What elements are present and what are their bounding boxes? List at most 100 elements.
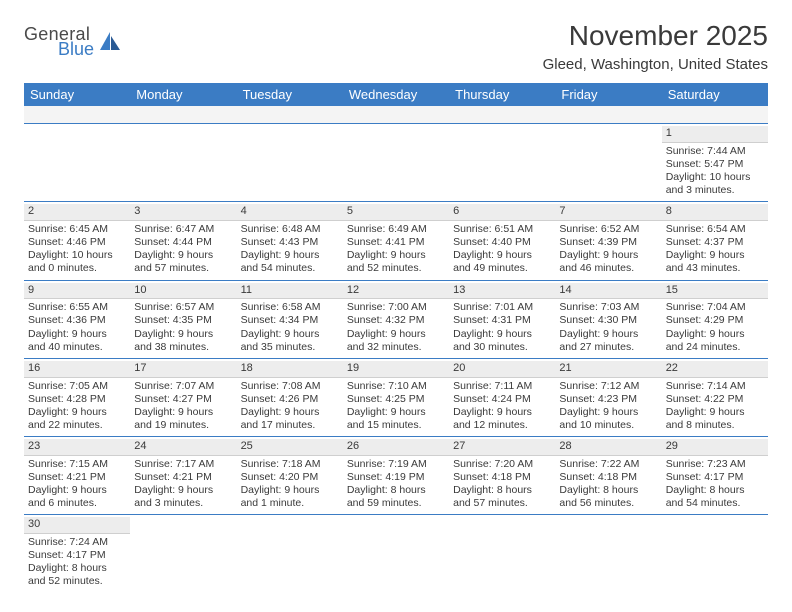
day-cell-empty (237, 124, 343, 201)
daylight: Daylight: 9 hours and 57 minutes. (134, 249, 232, 275)
day-cell: 11Sunrise: 6:58 AMSunset: 4:34 PMDayligh… (237, 281, 343, 358)
sunrise: Sunrise: 6:55 AM (28, 301, 126, 314)
sunset: Sunset: 4:21 PM (28, 471, 126, 484)
day-number: 7 (555, 204, 661, 221)
dow-cell: Monday (130, 83, 236, 106)
day-content: Sunrise: 7:14 AMSunset: 4:22 PMDaylight:… (666, 380, 764, 433)
daylight: Daylight: 9 hours and 35 minutes. (241, 328, 339, 354)
daylight: Daylight: 9 hours and 15 minutes. (347, 406, 445, 432)
daylight: Daylight: 9 hours and 43 minutes. (666, 249, 764, 275)
dow-cell: Saturday (662, 83, 768, 106)
daylight: Daylight: 9 hours and 10 minutes. (559, 406, 657, 432)
day-content: Sunrise: 7:08 AMSunset: 4:26 PMDaylight:… (241, 380, 339, 433)
sunset: Sunset: 4:36 PM (28, 314, 126, 327)
daylight: Daylight: 9 hours and 17 minutes. (241, 406, 339, 432)
spacer-row (24, 106, 768, 124)
sunrise: Sunrise: 6:47 AM (134, 223, 232, 236)
day-content: Sunrise: 7:17 AMSunset: 4:21 PMDaylight:… (134, 458, 232, 511)
sunset: Sunset: 4:31 PM (453, 314, 551, 327)
day-cell: 5Sunrise: 6:49 AMSunset: 4:41 PMDaylight… (343, 202, 449, 279)
day-cell: 14Sunrise: 7:03 AMSunset: 4:30 PMDayligh… (555, 281, 661, 358)
sunrise: Sunrise: 7:15 AM (28, 458, 126, 471)
daylight: Daylight: 9 hours and 46 minutes. (559, 249, 657, 275)
day-number: 23 (24, 439, 130, 456)
day-cell-empty (237, 515, 343, 592)
day-content: Sunrise: 7:00 AMSunset: 4:32 PMDaylight:… (347, 301, 445, 354)
day-cell-empty (449, 515, 555, 592)
day-cell: 12Sunrise: 7:00 AMSunset: 4:32 PMDayligh… (343, 281, 449, 358)
sunset: Sunset: 4:43 PM (241, 236, 339, 249)
sunrise: Sunrise: 6:51 AM (453, 223, 551, 236)
dow-cell: Thursday (449, 83, 555, 106)
week-row: 1Sunrise: 7:44 AMSunset: 5:47 PMDaylight… (24, 124, 768, 202)
day-cell: 4Sunrise: 6:48 AMSunset: 4:43 PMDaylight… (237, 202, 343, 279)
day-content: Sunrise: 7:44 AMSunset: 5:47 PMDaylight:… (666, 145, 764, 198)
day-content: Sunrise: 7:22 AMSunset: 4:18 PMDaylight:… (559, 458, 657, 511)
daylight: Daylight: 9 hours and 6 minutes. (28, 484, 126, 510)
day-cell-empty (662, 515, 768, 592)
sunrise: Sunrise: 7:24 AM (28, 536, 126, 549)
sunrise: Sunrise: 7:23 AM (666, 458, 764, 471)
day-content: Sunrise: 6:48 AMSunset: 4:43 PMDaylight:… (241, 223, 339, 276)
day-cell: 28 Sunrise: 7:22 AMSunset: 4:18 PMDayligh… (555, 437, 661, 514)
day-cell-empty (130, 124, 236, 201)
day-cell: 17Sunrise: 7:07 AMSunset: 4:27 PMDayligh… (130, 359, 236, 436)
day-cell: 13Sunrise: 7:01 AMSunset: 4:31 PMDayligh… (449, 281, 555, 358)
day-cell: 16Sunrise: 7:05 AMSunset: 4:28 PMDayligh… (24, 359, 130, 436)
sunrise: Sunrise: 7:44 AM (666, 145, 764, 158)
sunrise: Sunrise: 7:22 AM (559, 458, 657, 471)
day-content: Sunrise: 6:54 AMSunset: 4:37 PMDaylight:… (666, 223, 764, 276)
day-cell: 8Sunrise: 6:54 AMSunset: 4:37 PMDaylight… (662, 202, 768, 279)
day-cell: 30Sunrise: 7:24 AMSunset: 4:17 PMDayligh… (24, 515, 130, 592)
sunrise: Sunrise: 6:57 AM (134, 301, 232, 314)
day-number: 28 (555, 439, 661, 456)
sunset: Sunset: 4:37 PM (666, 236, 764, 249)
daylight: Daylight: 9 hours and 32 minutes. (347, 328, 445, 354)
sunset: Sunset: 5:47 PM (666, 158, 764, 171)
daylight: Daylight: 9 hours and 40 minutes. (28, 328, 126, 354)
day-cell: 21Sunrise: 7:12 AMSunset: 4:23 PMDayligh… (555, 359, 661, 436)
day-number: 21 (555, 361, 661, 378)
sunset: Sunset: 4:19 PM (347, 471, 445, 484)
day-of-week-header: SundayMondayTuesdayWednesdayThursdayFrid… (24, 83, 768, 106)
sunrise: Sunrise: 7:04 AM (666, 301, 764, 314)
sunrise: Sunrise: 7:00 AM (347, 301, 445, 314)
daylight: Daylight: 9 hours and 24 minutes. (666, 328, 764, 354)
dow-cell: Sunday (24, 83, 130, 106)
sunset: Sunset: 4:29 PM (666, 314, 764, 327)
daylight: Daylight: 9 hours and 49 minutes. (453, 249, 551, 275)
dow-cell: Wednesday (343, 83, 449, 106)
dow-cell: Friday (555, 83, 661, 106)
daylight: Daylight: 9 hours and 38 minutes. (134, 328, 232, 354)
daylight: Daylight: 10 hours and 0 minutes. (28, 249, 126, 275)
sunrise: Sunrise: 7:20 AM (453, 458, 551, 471)
sunset: Sunset: 4:27 PM (134, 393, 232, 406)
title-block: November 2025 Gleed, Washington, United … (543, 20, 768, 73)
day-number: 9 (24, 283, 130, 300)
day-cell: 6Sunrise: 6:51 AMSunset: 4:40 PMDaylight… (449, 202, 555, 279)
sunrise: Sunrise: 6:52 AM (559, 223, 657, 236)
sunset: Sunset: 4:35 PM (134, 314, 232, 327)
sunset: Sunset: 4:34 PM (241, 314, 339, 327)
sunset: Sunset: 4:17 PM (666, 471, 764, 484)
sunset: Sunset: 4:22 PM (666, 393, 764, 406)
header: General Blue November 2025 Gleed, Washin… (24, 20, 768, 73)
daylight: Daylight: 9 hours and 3 minutes. (134, 484, 232, 510)
daylight: Daylight: 9 hours and 19 minutes. (134, 406, 232, 432)
sunset: Sunset: 4:25 PM (347, 393, 445, 406)
location: Gleed, Washington, United States (543, 56, 768, 73)
day-content: Sunrise: 6:58 AMSunset: 4:34 PMDaylight:… (241, 301, 339, 354)
sunrise: Sunrise: 7:10 AM (347, 380, 445, 393)
dow-cell: Tuesday (237, 83, 343, 106)
week-row: 9Sunrise: 6:55 AMSunset: 4:36 PMDaylight… (24, 281, 768, 359)
day-number: 14 (555, 283, 661, 300)
day-content: Sunrise: 7:07 AMSunset: 4:27 PMDaylight:… (134, 380, 232, 433)
daylight: Daylight: 9 hours and 8 minutes. (666, 406, 764, 432)
sunrise: Sunrise: 6:49 AM (347, 223, 445, 236)
sunset: Sunset: 4:18 PM (559, 471, 657, 484)
day-cell: 15Sunrise: 7:04 AMSunset: 4:29 PMDayligh… (662, 281, 768, 358)
day-number: 3 (130, 204, 236, 221)
day-cell-empty (555, 124, 661, 201)
daylight: Daylight: 9 hours and 30 minutes. (453, 328, 551, 354)
day-content: Sunrise: 6:49 AMSunset: 4:41 PMDaylight:… (347, 223, 445, 276)
